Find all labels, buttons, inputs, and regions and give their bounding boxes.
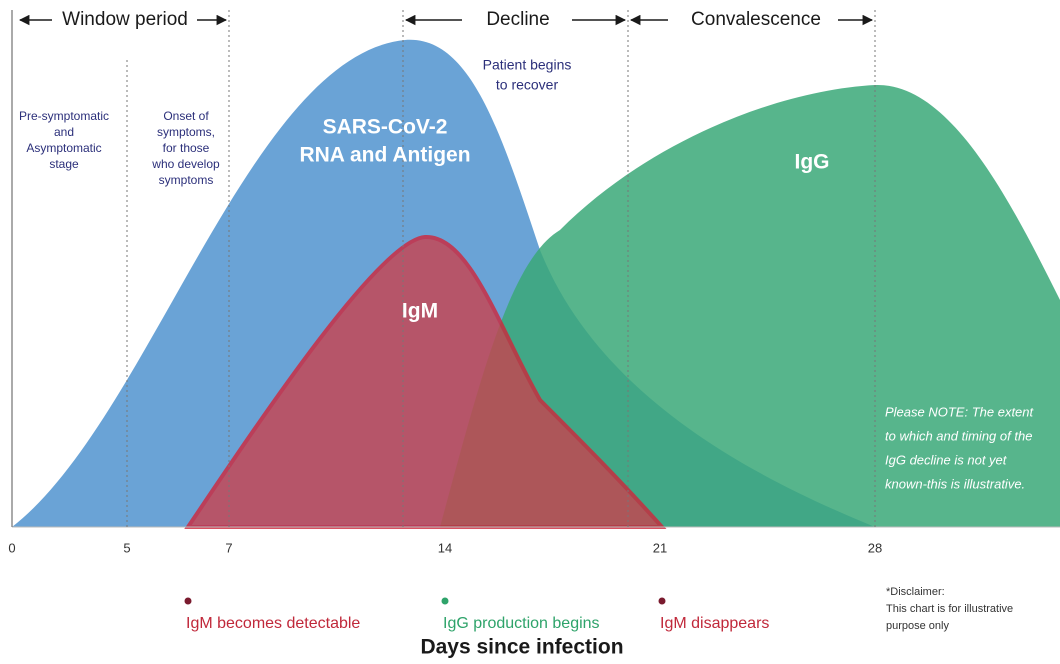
phase-label: Decline bbox=[486, 9, 549, 30]
event-label: IgM becomes detectable bbox=[186, 615, 360, 632]
stage-label: Onset of bbox=[163, 109, 209, 123]
stage-label: who develop bbox=[151, 157, 220, 171]
note: to which and timing of the bbox=[885, 428, 1032, 443]
event-dot bbox=[658, 597, 666, 605]
event-dot bbox=[184, 597, 192, 605]
phase-label: Convalescence bbox=[691, 9, 821, 30]
x-tick-label: 7 bbox=[225, 540, 232, 555]
x-tick-label: 28 bbox=[868, 540, 882, 555]
disclaimer: This chart is for illustrative bbox=[886, 603, 1013, 615]
disclaimer: purpose only bbox=[886, 620, 949, 632]
igg-curve bbox=[440, 84, 1060, 528]
annotation: Patient begins bbox=[483, 57, 572, 73]
stage-label: Asymptomatic bbox=[26, 141, 101, 155]
note: known-this is illustrative. bbox=[885, 476, 1025, 491]
stage-label: Pre-symptomatic bbox=[19, 109, 109, 123]
annotation: to recover bbox=[496, 77, 559, 93]
x-tick-label: 21 bbox=[653, 540, 667, 555]
x-axis-title: Days since infection bbox=[420, 636, 623, 659]
stage-label: and bbox=[54, 125, 74, 139]
event-dot bbox=[441, 597, 449, 605]
stage-label: for those bbox=[163, 141, 210, 155]
stage-label: symptoms bbox=[159, 173, 214, 187]
curve-label: IgM bbox=[402, 300, 438, 323]
curve-label: RNA and Antigen bbox=[299, 144, 470, 167]
disclaimer: *Disclaimer: bbox=[886, 586, 945, 598]
event-label: IgG production begins bbox=[443, 615, 600, 632]
curve-label: SARS-CoV-2 bbox=[323, 116, 448, 139]
stage-label: symptoms, bbox=[157, 125, 215, 139]
event-label: IgM disappears bbox=[660, 615, 769, 632]
x-tick-label: 0 bbox=[8, 540, 15, 555]
phase-label: Window period bbox=[62, 9, 188, 30]
x-tick-label: 14 bbox=[438, 540, 452, 555]
x-tick-label: 5 bbox=[123, 540, 130, 555]
igm-curve bbox=[184, 234, 667, 529]
note: IgG decline is not yet bbox=[885, 452, 1008, 467]
curve-label: IgG bbox=[795, 151, 830, 174]
note: Please NOTE: The extent bbox=[885, 404, 1035, 419]
stage-label: stage bbox=[49, 157, 79, 171]
